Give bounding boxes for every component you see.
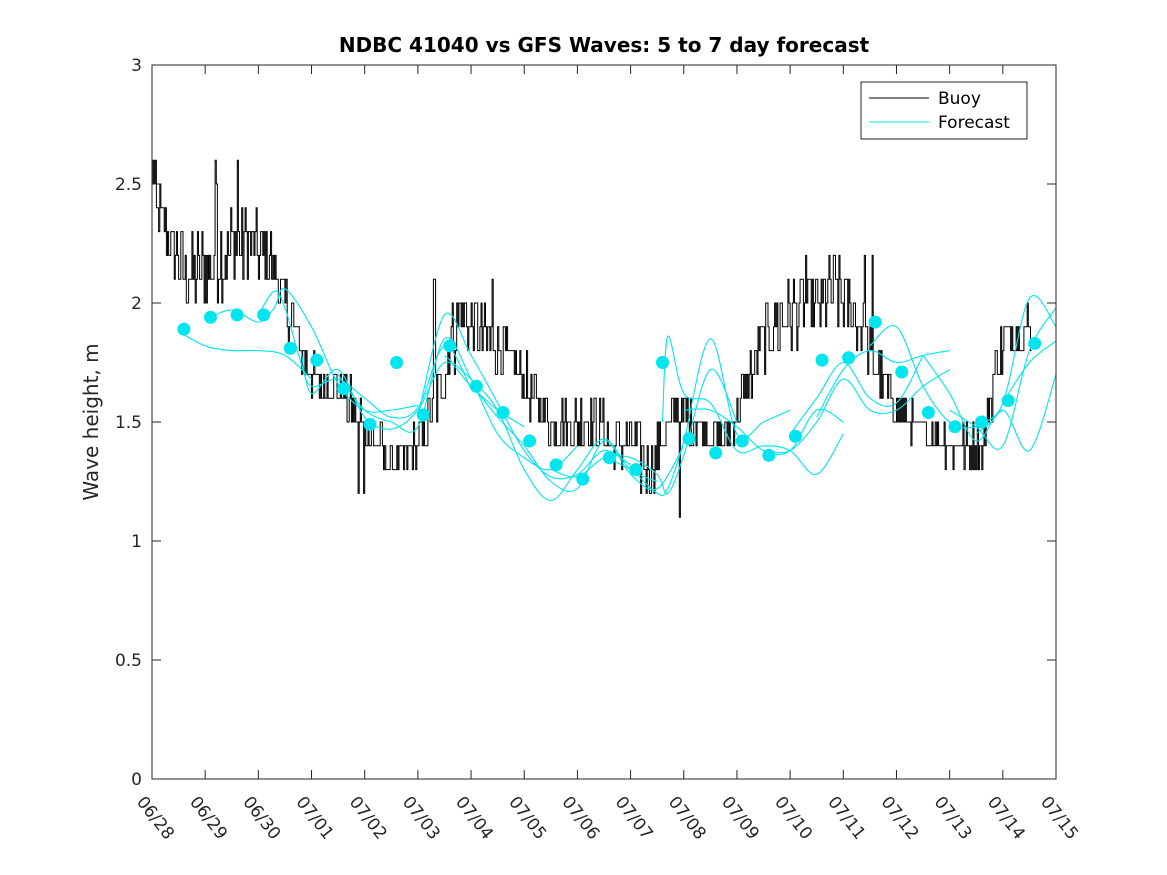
- chart-title: NDBC 41040 vs GFS Waves: 5 to 7 day fore…: [339, 33, 870, 57]
- forecast-marker: [975, 415, 989, 429]
- forecast-marker: [655, 356, 669, 369]
- y-axis-label: Wave height, m: [79, 343, 103, 500]
- forecast-marker: [682, 432, 696, 446]
- buoy-line: [152, 159, 1032, 518]
- forecast-line: [1002, 340, 1057, 404]
- forecast-marker: [815, 353, 829, 367]
- y-tick-label: 2.5: [115, 175, 142, 195]
- forecast-marker: [416, 408, 430, 422]
- forecast-marker: [203, 310, 217, 324]
- forecast-marker: [629, 463, 643, 477]
- forecast-marker: [602, 451, 616, 465]
- legend-buoy-label: Buoy: [938, 89, 981, 109]
- forecast-marker: [1001, 394, 1015, 408]
- forecast-marker: [230, 308, 244, 322]
- y-tick-label: 0: [131, 770, 142, 790]
- forecast-line: [763, 369, 950, 454]
- forecast-markers: [177, 308, 1042, 486]
- forecast-line: [204, 287, 418, 413]
- forecast-line: [789, 355, 924, 435]
- forecast-marker: [257, 308, 271, 322]
- forecast-marker: [762, 448, 776, 462]
- forecast-marker: [443, 339, 457, 353]
- forecast-marker: [709, 446, 723, 460]
- y-tick-label: 3: [131, 56, 142, 76]
- forecast-line: [603, 338, 791, 497]
- forecast-line: [550, 369, 738, 495]
- forecast-line: [816, 350, 950, 418]
- forecast-line: [300, 350, 525, 430]
- forecast-marker: [363, 417, 377, 431]
- forecast-line: [178, 331, 312, 380]
- forecast-marker: [469, 379, 483, 393]
- forecast-line: [417, 312, 631, 480]
- forecast-marker: [1028, 336, 1042, 350]
- forecast-line: [949, 307, 1057, 450]
- legend: Buoy Forecast: [860, 81, 1028, 140]
- forecast-marker: [523, 434, 537, 448]
- forecast-marker: [283, 341, 297, 355]
- forecast-line: [257, 290, 472, 419]
- forecast-marker: [868, 315, 882, 329]
- forecast-marker: [895, 365, 909, 379]
- forecast-marker: [310, 353, 324, 367]
- forecast-marker: [177, 322, 191, 336]
- forecast-marker: [549, 458, 563, 472]
- buoy-series: [152, 159, 1032, 518]
- legend-forecast-label: Forecast: [938, 113, 1010, 133]
- y-tick-label: 1: [131, 532, 142, 552]
- forecast-line: [470, 383, 685, 492]
- forecast-marker: [735, 434, 749, 448]
- y-tick-label: 2: [131, 294, 142, 314]
- y-tick-label: 0.5: [115, 651, 142, 671]
- forecast-line: [661, 335, 844, 475]
- forecast-line: [975, 295, 1057, 435]
- forecast-marker: [948, 420, 962, 434]
- forecast-marker: [496, 405, 510, 419]
- axis-ticks: [151, 64, 1057, 780]
- y-tick-label: 1.5: [115, 413, 142, 433]
- forecast-marker: [576, 472, 590, 486]
- legend-box: [860, 81, 1028, 140]
- forecast-marker: [921, 405, 935, 419]
- forecast-marker: [336, 382, 350, 396]
- y-tick-labels: 0 0.5 1 1.5 2 2.5 3: [115, 56, 142, 790]
- forecast-marker: [842, 351, 856, 365]
- forecast-marker: [390, 356, 404, 369]
- forecast-marker: [788, 429, 802, 443]
